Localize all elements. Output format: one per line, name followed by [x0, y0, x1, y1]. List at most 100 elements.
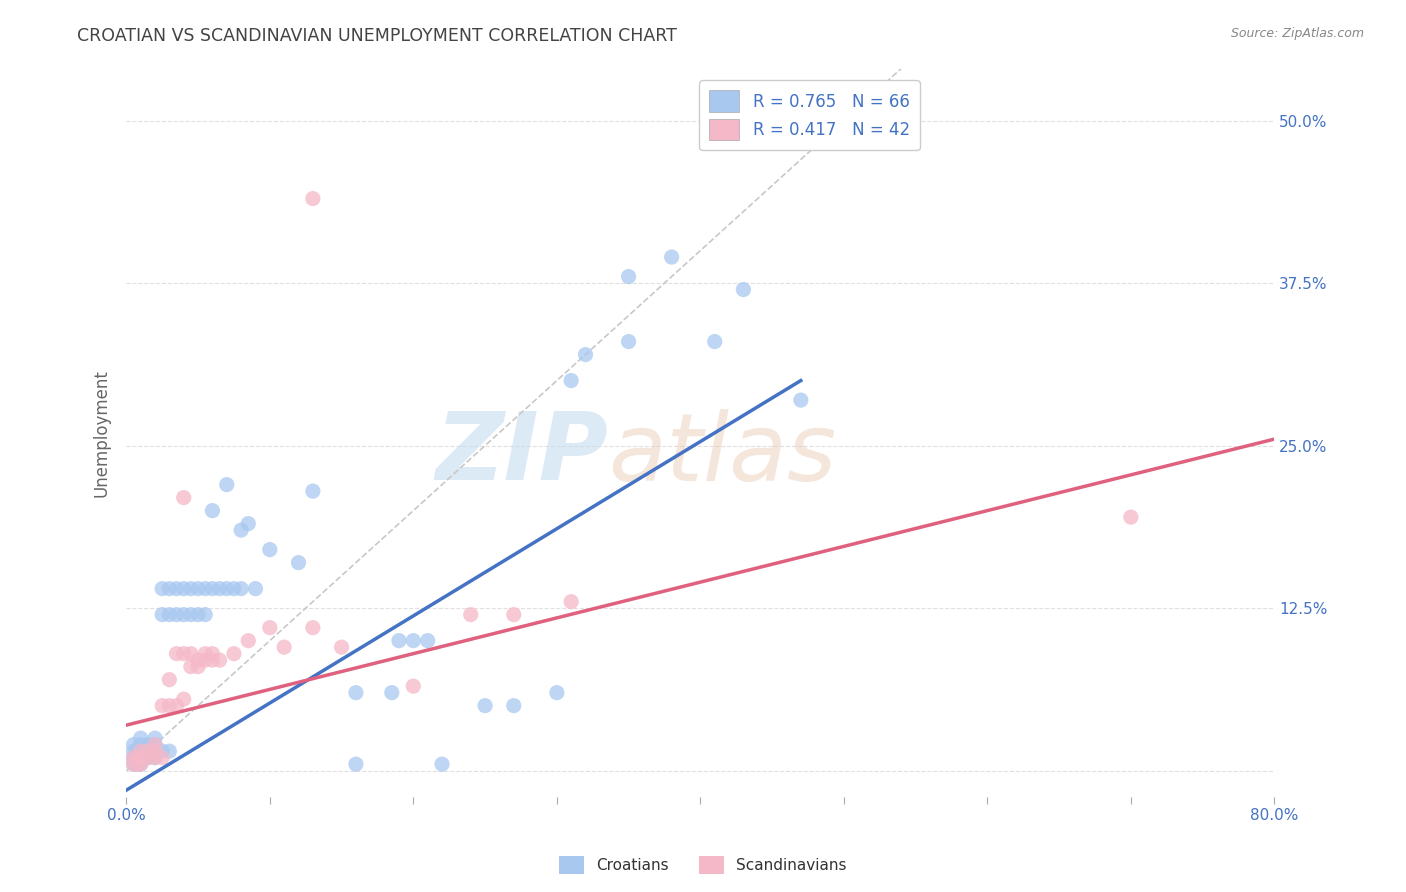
Point: [416, 633, 439, 648]
Point: [173, 647, 195, 661]
Point: [180, 607, 202, 622]
Point: [129, 757, 152, 772]
Point: [127, 750, 149, 764]
Point: [143, 750, 166, 764]
Point: [157, 607, 180, 622]
Point: [187, 659, 209, 673]
Point: [136, 750, 159, 764]
Point: [215, 477, 238, 491]
Point: [129, 757, 152, 772]
Point: [460, 607, 482, 622]
Point: [201, 582, 224, 596]
Point: [208, 582, 231, 596]
Point: [661, 250, 683, 264]
Point: [344, 686, 367, 700]
Point: [194, 582, 217, 596]
Legend: Croatians, Scandinavians: Croatians, Scandinavians: [554, 850, 852, 880]
Point: [222, 647, 245, 661]
Point: [617, 334, 640, 349]
Point: [194, 647, 217, 661]
Point: [617, 269, 640, 284]
Point: [381, 686, 404, 700]
Point: [143, 750, 166, 764]
Point: [302, 192, 325, 206]
Point: [166, 647, 188, 661]
Point: [129, 744, 152, 758]
Point: [703, 334, 725, 349]
Point: [245, 582, 267, 596]
Point: [129, 750, 152, 764]
Point: [287, 556, 309, 570]
Point: [122, 757, 145, 772]
Point: [143, 738, 166, 752]
Point: [194, 653, 217, 667]
Point: [474, 698, 496, 713]
Point: [215, 582, 238, 596]
Point: [166, 698, 188, 713]
Point: [122, 750, 145, 764]
Point: [129, 731, 152, 746]
Point: [302, 621, 325, 635]
Point: [430, 757, 453, 772]
Point: [136, 750, 159, 764]
Text: Source: ZipAtlas.com: Source: ZipAtlas.com: [1230, 27, 1364, 40]
Point: [222, 582, 245, 596]
Point: [173, 607, 195, 622]
Point: [733, 283, 755, 297]
Point: [129, 744, 152, 758]
Point: [157, 673, 180, 687]
Point: [127, 744, 149, 758]
Point: [157, 698, 180, 713]
Text: CROATIAN VS SCANDINAVIAN UNEMPLOYMENT CORRELATION CHART: CROATIAN VS SCANDINAVIAN UNEMPLOYMENT CO…: [77, 27, 678, 45]
Point: [238, 633, 260, 648]
Point: [201, 503, 224, 517]
Point: [136, 744, 159, 758]
Point: [122, 757, 145, 772]
Point: [402, 633, 425, 648]
Point: [136, 738, 159, 752]
Point: [143, 731, 166, 746]
Point: [330, 640, 353, 654]
Point: [208, 653, 231, 667]
Point: [180, 582, 202, 596]
Point: [229, 582, 252, 596]
Point: [157, 744, 180, 758]
Point: [150, 750, 173, 764]
Point: [259, 621, 281, 635]
Point: [122, 738, 145, 752]
Point: [150, 744, 173, 758]
Point: [166, 607, 188, 622]
Point: [129, 738, 152, 752]
Point: [166, 582, 188, 596]
Point: [201, 653, 224, 667]
Point: [574, 348, 596, 362]
Text: atlas: atlas: [609, 409, 837, 500]
Point: [157, 582, 180, 596]
Point: [180, 647, 202, 661]
Point: [136, 744, 159, 758]
Point: [173, 491, 195, 505]
Point: [273, 640, 295, 654]
Point: [122, 750, 145, 764]
Point: [560, 594, 582, 608]
Point: [150, 698, 173, 713]
Point: [502, 698, 524, 713]
Point: [187, 607, 209, 622]
Point: [790, 393, 813, 408]
Point: [194, 607, 217, 622]
Point: [187, 582, 209, 596]
Point: [127, 757, 149, 772]
Legend: R = 0.765   N = 66, R = 0.417   N = 42: R = 0.765 N = 66, R = 0.417 N = 42: [699, 80, 920, 150]
Point: [129, 750, 152, 764]
Point: [502, 607, 524, 622]
Point: [187, 653, 209, 667]
Point: [143, 744, 166, 758]
Point: [388, 633, 411, 648]
Point: [229, 523, 252, 537]
Point: [402, 679, 425, 693]
Point: [546, 686, 568, 700]
Point: [344, 757, 367, 772]
Point: [302, 484, 325, 499]
Point: [1119, 510, 1142, 524]
Text: ZIP: ZIP: [436, 409, 609, 500]
